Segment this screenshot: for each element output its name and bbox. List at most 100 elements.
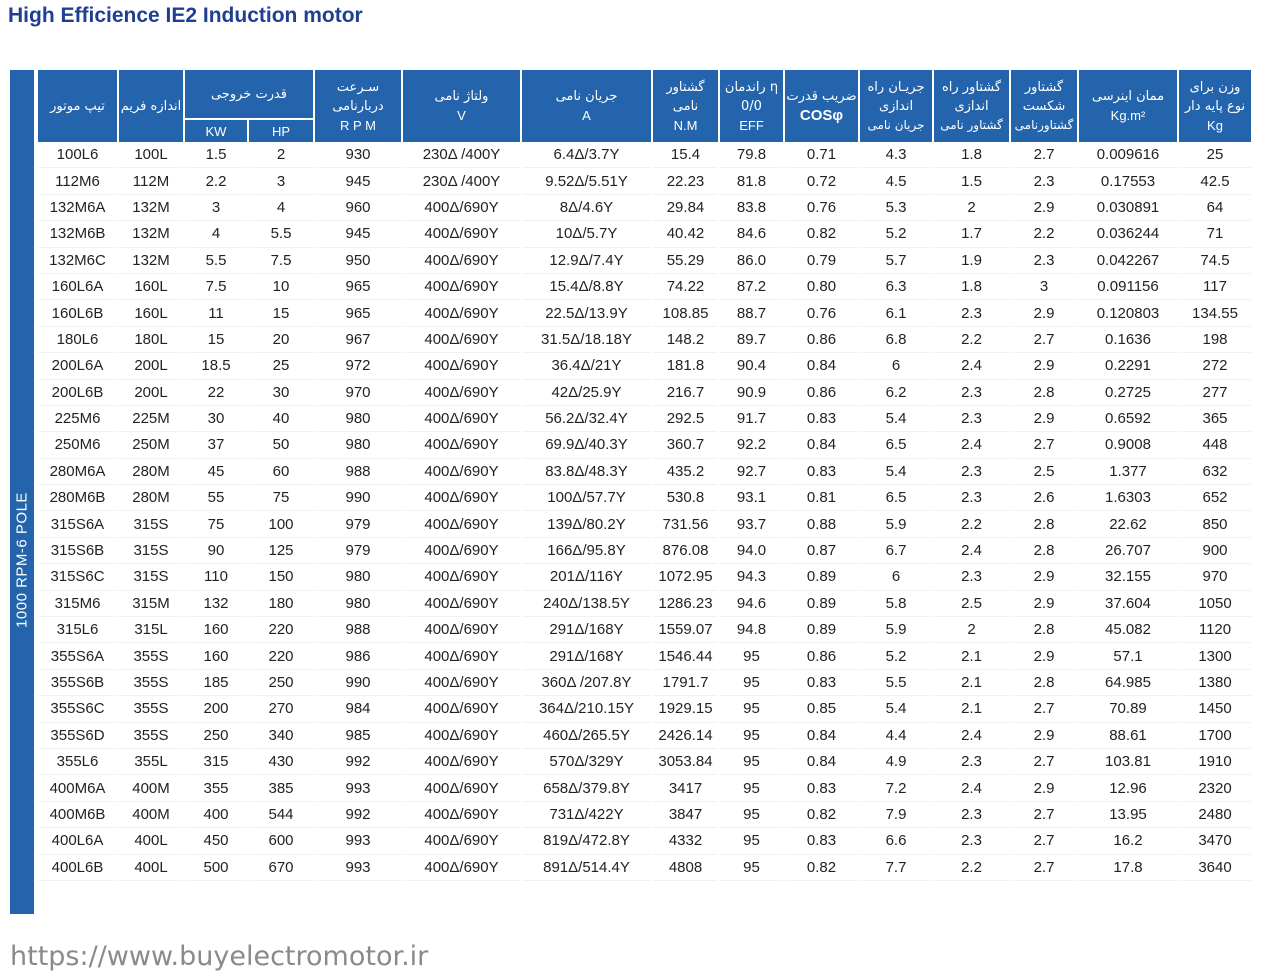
cell-rpm: 965 xyxy=(315,300,401,327)
cell-pf: 0.88 xyxy=(785,511,858,538)
cell-eff: 84.6 xyxy=(720,221,783,248)
cell-start-current: 6.5 xyxy=(860,432,932,459)
cell-break-torque: 2.9 xyxy=(1011,775,1077,802)
cell-torque: 29.84 xyxy=(653,194,718,222)
cell-rpm: 980 xyxy=(315,590,401,618)
cell-start-current: 6.2 xyxy=(860,379,932,406)
cell-frame: 160L xyxy=(119,300,183,327)
cell-start-torque: 2.1 xyxy=(934,696,1009,723)
table-row: 160L6A 160L 7.5 10 965 400Δ/690Y 15.4Δ/8.8Y 74.… xyxy=(38,273,1251,301)
cell-frame: 100L xyxy=(119,142,183,169)
col-header-weight: وزن برای نوع پایه دار Kg xyxy=(1179,70,1251,142)
cell-hp: 5.5 xyxy=(249,221,313,248)
cell-weight: 198 xyxy=(1179,326,1251,354)
cell-start-torque: 1.9 xyxy=(934,247,1009,274)
cell-start-torque: 2.5 xyxy=(934,590,1009,618)
cell-torque: 1929.15 xyxy=(653,696,718,723)
cell-current: 891Δ/514.4Y xyxy=(522,854,651,881)
cell-weight: 3470 xyxy=(1179,828,1251,855)
cell-inertia: 1.6303 xyxy=(1079,485,1177,512)
cell-inertia: 0.042267 xyxy=(1079,247,1177,274)
col-header-hp: HP xyxy=(249,118,313,142)
cell-eff: 95 xyxy=(720,775,783,802)
cell-inertia: 0.009616 xyxy=(1079,142,1177,169)
cell-start-current: 4.9 xyxy=(860,748,932,776)
cell-torque: 360.7 xyxy=(653,432,718,459)
cell-pf: 0.83 xyxy=(785,828,858,855)
cell-voltage: 400Δ/690Y xyxy=(403,485,520,512)
cell-type: 225M6 xyxy=(38,405,117,433)
cell-type: 315M6 xyxy=(38,590,117,618)
footer-url: https://www.buyelectromotor.ir xyxy=(10,941,429,972)
cell-torque: 4332 xyxy=(653,828,718,855)
cell-break-torque: 2.9 xyxy=(1011,590,1077,618)
cell-current: 201Δ/116Y xyxy=(522,564,651,591)
cell-frame: 180L xyxy=(119,326,183,354)
cell-torque: 1791.7 xyxy=(653,669,718,697)
cell-voltage: 400Δ/690Y xyxy=(403,669,520,697)
page-title: High Efficience IE2 Induction motor xyxy=(8,4,363,27)
cell-rpm: 984 xyxy=(315,696,401,723)
cell-type: 315S6C xyxy=(38,564,117,591)
cell-weight: 970 xyxy=(1179,564,1251,591)
cell-start-current: 5.3 xyxy=(860,194,932,222)
cell-pf: 0.80 xyxy=(785,273,858,301)
col-header-power-factor: ضریب قدرت COSφ xyxy=(785,70,858,142)
table-row: 315S6C 315S 110 150 980 400Δ/690Y 201Δ/116Y 107… xyxy=(38,564,1251,591)
pole-side-band: 1000 RPM-6 POLE xyxy=(10,70,34,914)
motor-spec-table: تیپ موتور اندازه فریم قدرت خروجی سـرعت د… xyxy=(36,70,1253,881)
cell-type: 355S6C xyxy=(38,696,117,723)
cell-start-torque: 2.4 xyxy=(934,432,1009,459)
cell-weight: 74.5 xyxy=(1179,247,1251,274)
cell-start-current: 6.1 xyxy=(860,300,932,327)
cell-type: 132M6A xyxy=(38,194,117,222)
cell-eff: 95 xyxy=(720,801,783,829)
cell-break-torque: 2.7 xyxy=(1011,326,1077,354)
cell-frame: 250M xyxy=(119,432,183,459)
cell-eff: 95 xyxy=(720,748,783,776)
cell-type: 132M6B xyxy=(38,221,117,248)
cell-frame: 132M xyxy=(119,247,183,274)
table-row: 112M6 112M 2.2 3 945 230Δ /400Y 9.52Δ/5.51Y 22.… xyxy=(38,168,1251,195)
cell-frame: 315L xyxy=(119,617,183,644)
cell-eff: 83.8 xyxy=(720,194,783,222)
cell-kw: 200 xyxy=(185,696,247,723)
cell-eff: 92.7 xyxy=(720,458,783,486)
col-header-break-torque: گشتاور شکست گشتاورنامی xyxy=(1011,70,1077,142)
cell-frame: 315S xyxy=(119,511,183,538)
cell-current: 22.5Δ/13.9Y xyxy=(522,300,651,327)
cell-hp: 385 xyxy=(249,775,313,802)
cell-rpm: 979 xyxy=(315,537,401,565)
cell-inertia: 0.091156 xyxy=(1079,273,1177,301)
cell-break-torque: 2.6 xyxy=(1011,485,1077,512)
cell-eff: 94.3 xyxy=(720,564,783,591)
cell-torque: 74.22 xyxy=(653,273,718,301)
cell-kw: 2.2 xyxy=(185,168,247,195)
cell-start-torque: 1.8 xyxy=(934,273,1009,301)
cell-break-torque: 2.7 xyxy=(1011,748,1077,776)
cell-eff: 94.8 xyxy=(720,617,783,644)
cell-torque: 22.23 xyxy=(653,168,718,195)
cell-type: 315L6 xyxy=(38,617,117,644)
cell-pf: 0.81 xyxy=(785,485,858,512)
cell-start-current: 4.5 xyxy=(860,168,932,195)
table-row: 250M6 250M 37 50 980 400Δ/690Y 69.9Δ/40.3Y 360.… xyxy=(38,432,1251,459)
cell-type: 250M6 xyxy=(38,432,117,459)
cell-start-current: 5.5 xyxy=(860,669,932,697)
table-row: 315S6A 315S 75 100 979 400Δ/690Y 139Δ/80.2Y 731… xyxy=(38,511,1251,538)
cell-current: 291Δ/168Y xyxy=(522,617,651,644)
cell-voltage: 400Δ/690Y xyxy=(403,326,520,354)
cell-pf: 0.86 xyxy=(785,379,858,406)
table-row: 355S6D 355S 250 340 985 400Δ/690Y 460Δ/265.5Y 2… xyxy=(38,722,1251,749)
cell-hp: 2 xyxy=(249,142,313,169)
cell-pf: 0.84 xyxy=(785,748,858,776)
cell-break-torque: 2.9 xyxy=(1011,722,1077,749)
cell-break-torque: 2.9 xyxy=(1011,405,1077,433)
cell-break-torque: 2.3 xyxy=(1011,168,1077,195)
cell-start-current: 5.9 xyxy=(860,511,932,538)
cell-voltage: 400Δ/690Y xyxy=(403,194,520,222)
cell-hp: 600 xyxy=(249,828,313,855)
cell-break-torque: 2.9 xyxy=(1011,353,1077,380)
cell-hp: 3 xyxy=(249,168,313,195)
cell-kw: 355 xyxy=(185,775,247,802)
